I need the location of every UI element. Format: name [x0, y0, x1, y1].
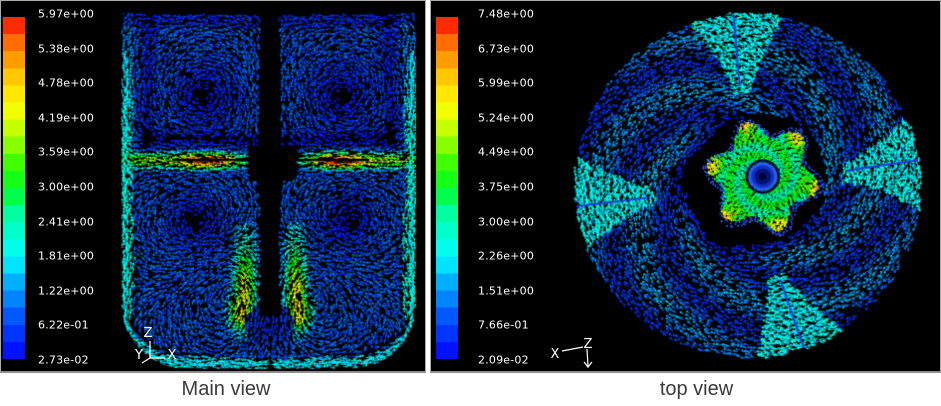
top-axis-triad: X Z: [551, 337, 593, 368]
top-axis-x-label: X: [551, 347, 560, 362]
main-colorbar: [3, 17, 25, 359]
main-view-panel: 5.97e+00 5.38e+00 4.78e+00 4.19e+00 3.59e+00…: [0, 0, 426, 373]
top-view-vector-field: [431, 1, 940, 371]
main-view-caption: Main view: [181, 378, 271, 400]
main-axis-y-label: Y: [134, 348, 143, 363]
top-view-panel: 7.48e+00 6.73e+00 5.99e+00 5.24e+00 4.49e+00…: [430, 0, 941, 373]
main-axis-y-line: [141, 357, 151, 364]
main-view-vector-field: [1, 1, 425, 371]
main-axis-x-label: X: [168, 348, 177, 363]
main-axis-z-label: Z: [144, 326, 153, 341]
top-axis-x-line: [561, 346, 584, 352]
main-axis-lines: [149, 341, 165, 359]
top-colorbar: [436, 17, 458, 359]
top-view-caption: top view: [659, 378, 734, 400]
main-axis-triad: Z X Y: [134, 326, 177, 364]
caption-strip: Main view top view: [0, 373, 941, 406]
top-axis-z-label: Z: [584, 337, 593, 352]
top-axis-down-arrow: [583, 348, 593, 368]
